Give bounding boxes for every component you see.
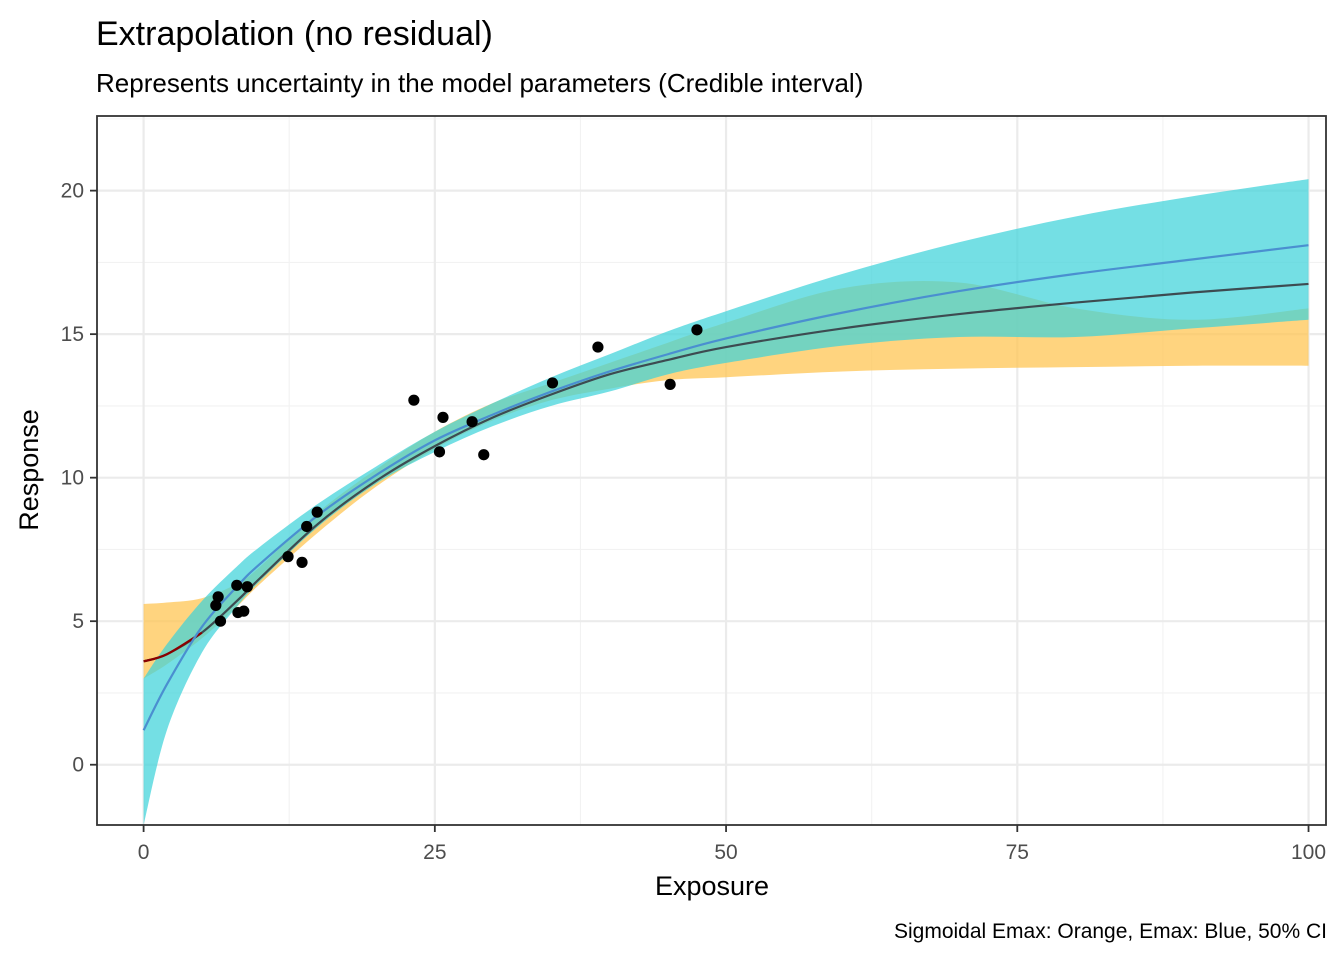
y-tick-label: 0 [72,754,84,777]
data-point [210,599,222,612]
data-point [212,591,224,603]
sigmoid-emax-line [143,282,1309,663]
data-point [238,605,250,617]
y-tick-label: 20 [61,180,84,203]
data-point [466,416,478,428]
y-axis-title: Response [14,409,44,531]
plot-area: 0 25 50 75 100 0 5 10 15 20 [61,115,1327,864]
chart-title: Extrapolation (no residual) [96,15,493,53]
emax-band [143,179,1309,825]
data-point [546,377,559,389]
chart-caption: Sigmoidal Emax: Orange, Emax: Blue, 50% … [894,920,1327,943]
data-point [408,394,420,406]
data-point [311,506,323,518]
data-point [214,615,227,627]
data-point [478,449,490,461]
data-point [231,579,243,591]
panel-border [96,115,1327,826]
x-tick-label: 100 [1291,841,1326,864]
data-point [664,378,676,390]
data-point [437,411,449,423]
x-tick-label: 75 [1006,841,1029,864]
x-tick-label: 50 [714,841,737,864]
data-point [691,324,703,336]
y-tick-label: 10 [61,467,84,490]
x-axis-title: Exposure [655,871,769,901]
y-tick-label: 15 [61,323,84,346]
data-point [241,581,253,593]
plot-contents [142,179,1309,825]
data-point [592,341,604,353]
data-point [433,446,446,458]
data-point [296,556,308,568]
data-point [282,551,294,563]
data-point [301,520,313,533]
x-tick-label: 25 [423,841,446,864]
chart-subtitle: Represents uncertainty in the model para… [96,68,863,98]
y-tick-label: 5 [72,610,84,633]
x-tick-label: 0 [138,841,150,864]
